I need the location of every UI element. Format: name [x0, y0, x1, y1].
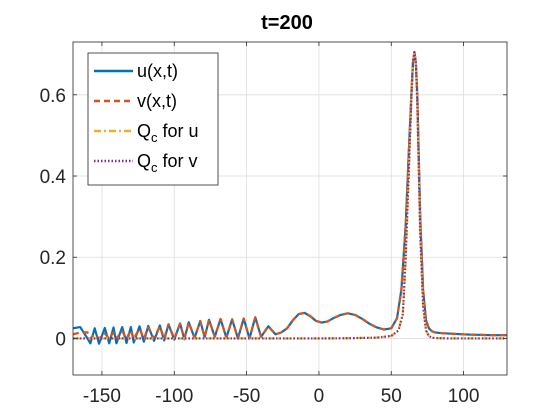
legend-label: Qc for u: [137, 121, 199, 145]
y-tick-label: 0.4: [40, 167, 67, 188]
legend-label: Qc for v: [137, 151, 198, 175]
x-tick-label: 0: [314, 386, 325, 407]
legend-label: v(x,t): [137, 91, 177, 111]
y-tick-label: 0.6: [40, 86, 66, 107]
legend: u(x,t)v(x,t)Qc for uQc for v: [87, 52, 219, 186]
series-line-2: [73, 51, 507, 340]
x-tick-label: -150: [83, 386, 121, 407]
x-tick-label: 100: [448, 386, 480, 407]
x-tick-label: -100: [155, 386, 193, 407]
series-layer: [73, 51, 507, 345]
legend-label-rest: for v: [158, 151, 198, 171]
legend-label: u(x,t): [137, 61, 178, 81]
x-tick-label: -50: [233, 386, 260, 407]
x-tick-label: 50: [381, 386, 402, 407]
plot-frame: [72, 41, 508, 376]
y-tick-label: 0.2: [40, 248, 66, 269]
legend-label-sub: c: [151, 160, 158, 175]
legend-label-main: Q: [137, 121, 151, 141]
ticks: -150 -100 -50 0 50 100 0 0.2 0.4 0.6: [40, 42, 507, 407]
y-tick-label: 0: [55, 329, 66, 350]
legend-label-main: Q: [137, 151, 151, 171]
legend-box: [87, 52, 219, 186]
chart-title: t=200: [261, 12, 313, 34]
legend-label-sub: c: [151, 130, 158, 145]
legend-label-rest: for u: [158, 121, 199, 141]
series-line-4: [73, 51, 507, 340]
